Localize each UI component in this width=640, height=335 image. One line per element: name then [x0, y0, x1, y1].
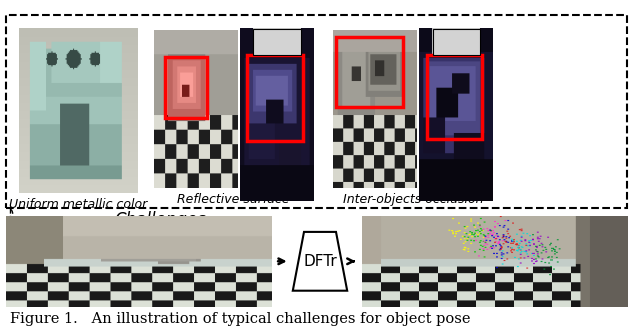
Bar: [248, 55, 303, 141]
Text: Challenges: Challenges: [114, 211, 206, 229]
Polygon shape: [293, 232, 347, 291]
Text: Uniform metallic color: Uniform metallic color: [9, 198, 148, 211]
Bar: [165, 57, 207, 118]
Text: Reflective surface: Reflective surface: [177, 193, 290, 206]
Text: Figure 1.   An illustration of typical challenges for object pose: Figure 1. An illustration of typical cha…: [10, 312, 470, 326]
Bar: [6, 15, 627, 208]
Text: DFTr: DFTr: [303, 254, 337, 269]
Text: Depth: Depth: [262, 37, 292, 47]
Text: Inter-objects occlusion: Inter-objects occlusion: [342, 193, 483, 206]
Bar: [433, 29, 480, 55]
Bar: [427, 55, 482, 139]
Bar: [253, 29, 301, 55]
Text: Depth: Depth: [441, 37, 471, 47]
Bar: [336, 37, 403, 107]
